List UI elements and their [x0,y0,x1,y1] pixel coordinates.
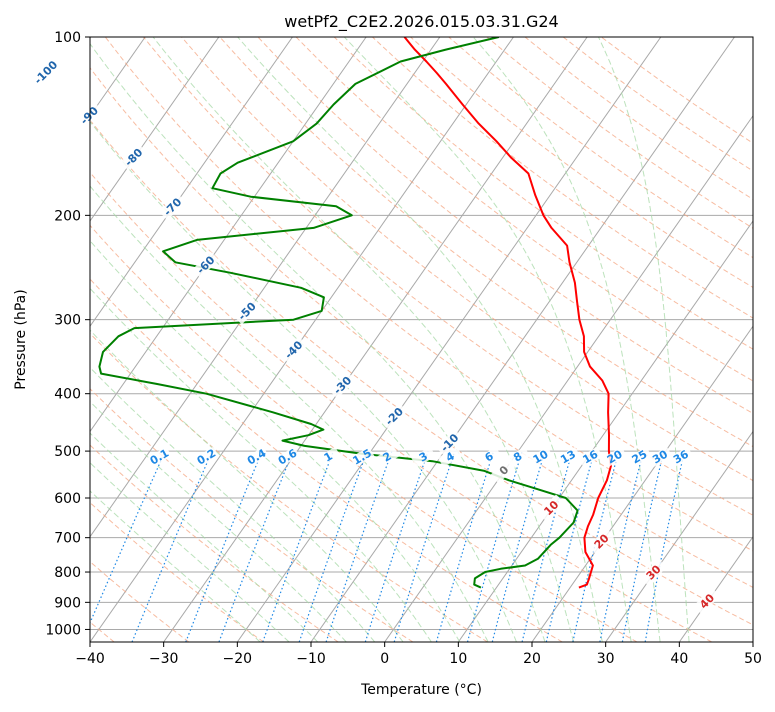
moist-adiabat [0,37,289,642]
moist-adiabat [0,37,318,642]
isotherm-line [90,37,514,642]
x-tick-label: −20 [223,651,253,667]
moist-adiabat [599,37,690,642]
mixing-ratio-label: 16 [578,446,604,468]
isotherm-line [311,37,735,642]
isotherm-line [0,37,219,642]
plot-frame [90,37,753,642]
mixing-ratio-line [326,451,392,642]
mixing-ratio-line [263,451,334,642]
isotherm-line [164,37,588,642]
x-tick-label: 20 [523,651,541,667]
y-tick-label: 1000 [45,622,81,638]
mixing-ratio-label: 3 [411,446,437,468]
isotherm-line [385,37,775,642]
isotherm-label: -40 [280,336,308,364]
dry-adiabat [144,37,775,642]
dry-adiabat [0,37,264,642]
isotherm-label: -80 [120,144,148,172]
mixing-ratio-line [365,451,428,642]
dry-adiabat [0,37,712,642]
y-tick-label: 100 [54,30,81,46]
dry-adiabat [296,37,775,642]
dry-adiabat [0,37,413,642]
moist-adiabat [344,37,631,642]
dry-adiabat [601,37,775,642]
y-tick-label: 800 [54,565,81,581]
moist-adiabat [0,37,431,642]
isotherm-label: -100 [32,58,61,87]
isotherm-label-text: -100 [32,58,61,87]
isotherm-label: 20 [588,528,616,556]
profile-lines [99,37,611,588]
y-axis-label: Pressure (hPa) [13,289,29,389]
dry-adiabat [449,37,775,642]
dry-adiabat [258,37,775,642]
dry-adiabat [0,37,488,642]
dry-adiabat [334,37,775,642]
chart-title: wetPf2_C2E2.2026.015.03.31.G24 [284,12,558,32]
moist-adiabat [0,37,460,642]
isotherm-label: -90 [76,102,104,130]
dry-adiabat [105,37,775,642]
dewpoint-profile [99,37,577,588]
x-tick-label: 30 [597,651,615,667]
isotherm-line [16,37,440,642]
y-tick-label: 700 [54,531,81,547]
isotherm-label: -30 [329,372,357,400]
mixing-ratio-label-text: 0.4 [245,446,269,467]
moist-adiabat [0,37,403,642]
x-tick-label: −30 [149,651,179,667]
x-tick-label: 40 [670,651,688,667]
dry-adiabat [182,37,775,642]
x-axis-label: Temperature (°C) [360,682,482,698]
y-tick-label: 300 [54,313,81,329]
mixing-ratio-label: 20 [602,446,628,468]
y-tick-label: 500 [54,444,81,460]
x-tick-label: 0 [380,651,389,667]
mixing-ratio-line [82,451,165,642]
isotherm-label: 30 [640,559,668,587]
y-tick-label: 200 [54,208,81,224]
isotherm-label: 40 [693,588,721,616]
mixing-ratio-label-text: 0.6 [276,446,300,467]
x-tick-label: −10 [296,651,326,667]
y-tick-label: 600 [54,491,81,507]
dry-adiabat [411,37,775,642]
moist-adiabat [0,37,488,642]
isotherm-label: -60 [192,251,220,279]
dry-adiabat [487,37,775,642]
isotherm-line [679,37,775,642]
mixing-ratio-line [436,451,493,642]
mixing-ratio-label: 0.4 [244,446,270,468]
moist-adiabat [30,37,517,642]
isotherm-line [606,37,775,642]
mixing-ratio-line [132,451,212,642]
isotherm-line [753,37,775,642]
mixing-ratio-label: 25 [627,446,653,468]
mixing-ratio-line [645,451,684,642]
dry-adiabat [372,37,775,642]
x-tick-label: 10 [449,651,467,667]
mixing-ratio-label: 13 [555,446,581,468]
isotherm-line [0,37,72,642]
mixing-ratio-line [622,451,663,642]
y-tick-label: 900 [54,595,81,611]
y-tick-label: 400 [54,387,81,403]
x-tick-label: 50 [744,651,762,667]
x-tick-label: −40 [75,651,105,667]
mixing-ratio-label: 10 [528,446,554,468]
moist-adiabat [153,37,573,642]
